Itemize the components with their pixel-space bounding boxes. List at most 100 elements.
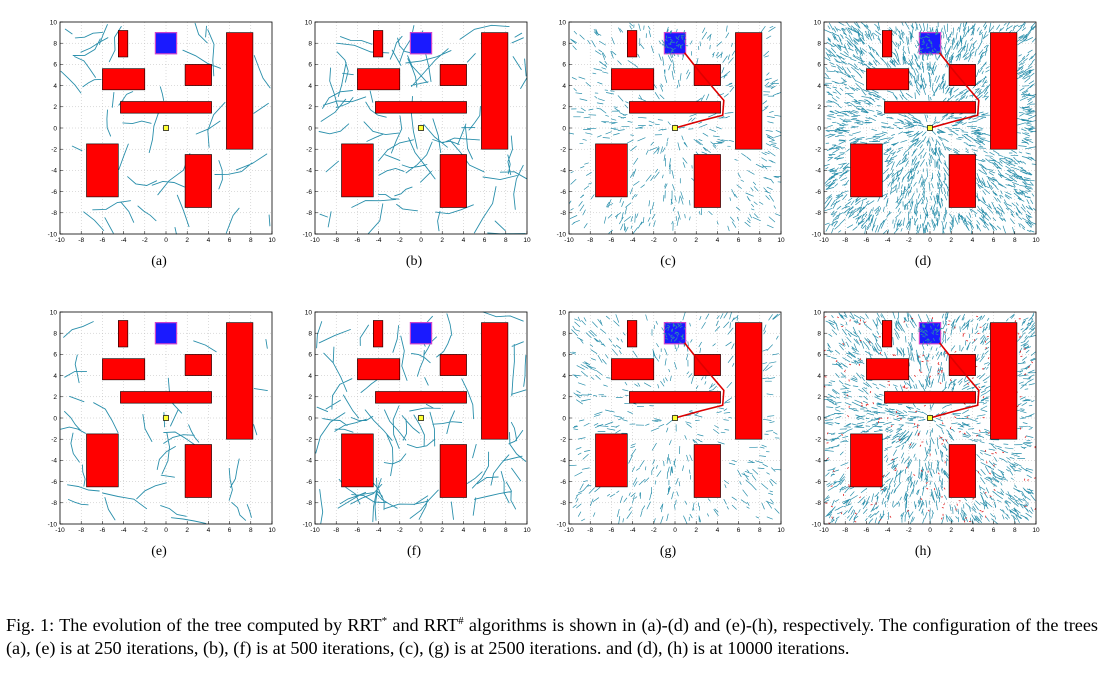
search-tree [823,311,1036,525]
y-tick-label: -4 [815,458,821,465]
x-tick-label: -4 [121,237,127,244]
obstacle [439,354,467,376]
x-tick-label: 2 [949,527,953,534]
x-tick-label: -4 [885,237,891,244]
solution-path [674,52,725,129]
y-tick-label: -2 [51,147,57,154]
obstacle [595,433,628,488]
obstacle [881,30,893,58]
obstacles [850,30,1018,208]
obstacles [595,320,763,498]
x-tick-label: 0 [164,237,168,244]
subfigure-h: -10 -8 -6 -4 -2 0 2 4 6 8 10 10 8 6 4 2 0 -2 -4 -6 -8 -10 (h) [798,308,1048,578]
goal-tree-branches [663,322,686,347]
x-tick-label: 6 [228,527,232,534]
obstacles [86,320,254,498]
y-tick-label: 8 [562,331,566,338]
x-tick-label: 8 [758,527,762,534]
start-marker [927,125,933,131]
obstacle [184,354,212,376]
x-tick-label: -8 [78,527,84,534]
y-tick-label: -2 [815,437,821,444]
y-tick-label: 4 [53,83,57,90]
y-tick-label: 4 [562,83,566,90]
obstacle [184,64,212,86]
start-marker [418,415,424,421]
obstacle [375,391,467,404]
x-tick-label: 10 [777,527,785,534]
y-tick-label: 2 [817,394,821,401]
y-tick-label: -8 [560,210,566,217]
obstacle [357,358,401,381]
tick-labels: -10 -8 -6 -4 -2 0 2 4 6 8 10 10 8 6 4 2 0 -2 -4 -6 -8 -10 [812,309,1040,534]
y-tick-label: -6 [306,479,312,486]
start-marker [163,415,169,421]
y-tick-label: 10 [814,309,822,316]
x-tick-label: 8 [1013,527,1017,534]
y-tick-label: 2 [817,104,821,111]
obstacles [850,320,1018,498]
obstacle [881,320,893,348]
obstacle [693,64,721,86]
x-tick-label: 0 [928,527,932,534]
y-tick-label: 8 [308,41,312,48]
y-tick-label: 4 [53,373,57,380]
subfigure-label: (d) [914,254,932,269]
obstacle [357,68,401,91]
tick-labels: -10 -8 -6 -4 -2 0 2 4 6 8 10 10 8 6 4 2 0 -2 -4 -6 -8 -10 [48,19,276,244]
y-tick-label: 6 [308,352,312,359]
y-tick-label: 6 [817,62,821,69]
y-tick-label: -2 [51,437,57,444]
y-tick-label: -2 [560,147,566,154]
x-tick-label: 4 [716,527,720,534]
x-tick-label: -6 [100,237,106,244]
search-tree [60,321,268,524]
x-tick-label: 8 [1013,237,1017,244]
x-tick-label: -8 [333,237,339,244]
x-tick-label: 6 [483,527,487,534]
x-tick-label: 4 [462,237,466,244]
x-tick-label: -4 [121,527,127,534]
x-tick-label: 8 [758,237,762,244]
subfigure-label: (g) [659,544,677,559]
y-tick-label: 2 [53,394,57,401]
subfigure-a: -10 -8 -6 -4 -2 0 2 4 6 8 10 10 8 6 4 2 0 -2 -4 -6 -8 -10 (a) [34,18,284,288]
x-tick-label: 4 [716,237,720,244]
y-tick-label: 0 [817,415,821,422]
obstacle [735,322,763,440]
search-tree [60,22,271,235]
x-tick-label: -10 [564,237,574,244]
obstacles [341,30,509,208]
x-tick-label: 8 [504,527,508,534]
x-tick-label: -6 [609,237,615,244]
y-tick-label: -4 [51,168,57,175]
x-tick-label: 2 [440,527,444,534]
obstacle [102,68,146,91]
x-tick-label: 6 [992,237,996,244]
goal-region [918,32,942,55]
obstacles [595,30,763,208]
goal-region [918,322,942,345]
obstacle [693,444,721,498]
obstacle [990,322,1018,440]
obstacle [439,64,467,86]
obstacle [948,64,976,86]
obstacle [372,320,384,348]
tick-labels: -10 -8 -6 -4 -2 0 2 4 6 8 10 10 8 6 4 2 0 -2 -4 -6 -8 -10 [303,309,531,534]
tick-labels: -10 -8 -6 -4 -2 0 2 4 6 8 10 10 8 6 4 2 0 -2 -4 -6 -8 -10 [557,309,785,534]
obstacle [595,143,628,198]
plot-f: -10 -8 -6 -4 -2 0 2 4 6 8 10 10 8 6 4 2 0 -2 -4 -6 -8 -10 [303,309,531,534]
plot-e: -10 -8 -6 -4 -2 0 2 4 6 8 10 10 8 6 4 2 0 -2 -4 -6 -8 -10 [48,309,276,534]
x-tick-label: 10 [1032,527,1040,534]
y-tick-label: -6 [306,189,312,196]
x-tick-label: 0 [419,237,423,244]
y-tick-label: -10 [48,521,58,528]
y-tick-label: -10 [812,521,822,528]
y-tick-label: 2 [308,394,312,401]
obstacle [226,322,254,440]
subfigure-label: (b) [405,254,423,269]
x-tick-label: -2 [397,237,403,244]
plot-c: -10 -8 -6 -4 -2 0 2 4 6 8 10 10 8 6 4 2 0 -2 -4 -6 -8 -10 [557,19,785,244]
solution-path [674,342,725,419]
y-tick-label: -10 [557,521,567,528]
